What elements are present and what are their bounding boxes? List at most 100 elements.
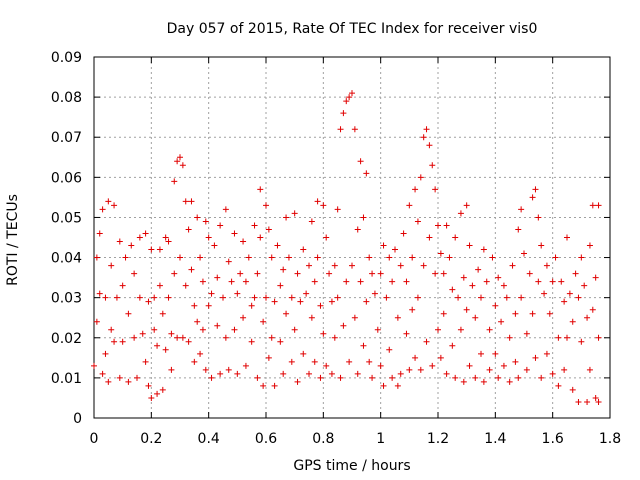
data-point (240, 314, 247, 321)
data-point (503, 294, 510, 301)
data-point (403, 278, 410, 285)
x-tick-label: 0.6 (255, 431, 277, 447)
data-point (426, 142, 433, 149)
data-point (457, 210, 464, 217)
data-point (414, 294, 421, 301)
data-point (351, 126, 358, 133)
data-point (363, 170, 370, 177)
data-point (343, 278, 350, 285)
data-point (205, 302, 212, 309)
data-point (549, 370, 556, 377)
plot-frame (93, 56, 611, 419)
data-point (452, 234, 459, 241)
data-point (489, 254, 496, 261)
data-point (386, 254, 393, 261)
data-point (217, 370, 224, 377)
data-point (214, 274, 221, 281)
data-point (199, 326, 206, 333)
data-point (291, 326, 298, 333)
data-point (437, 250, 444, 257)
x-axis-label: GPS time / hours (293, 458, 410, 474)
x-tick-label: 1.8 (599, 431, 621, 447)
data-point (159, 386, 166, 393)
data-point (280, 370, 287, 377)
data-point (478, 350, 484, 357)
data-point (311, 278, 318, 285)
data-point (506, 378, 513, 385)
data-point (455, 294, 462, 301)
x-tick-label: 0.2 (140, 431, 162, 447)
data-point (268, 254, 275, 261)
data-point (340, 110, 347, 117)
data-point (125, 378, 132, 385)
data-point (265, 226, 272, 233)
data-point (449, 342, 456, 349)
data-point (566, 290, 573, 297)
data-point (248, 302, 255, 309)
data-point (460, 274, 467, 281)
data-point (349, 262, 355, 269)
data-point (478, 294, 484, 301)
data-point (449, 286, 456, 293)
data-point (535, 214, 542, 221)
data-point (119, 282, 126, 289)
data-point (518, 206, 525, 213)
data-point (406, 202, 413, 209)
data-point (154, 390, 161, 397)
y-tick-label: 0.06 (51, 170, 82, 186)
data-point (159, 310, 166, 317)
data-point (162, 346, 169, 353)
data-point (403, 330, 410, 337)
data-point (300, 246, 307, 253)
data-point (93, 318, 100, 325)
data-point (102, 294, 109, 301)
data-point (595, 398, 602, 405)
data-point (317, 374, 324, 381)
data-point (346, 94, 353, 101)
chart-title: Day 057 of 2015, Rate Of TEC Index for r… (167, 21, 538, 37)
data-point (291, 210, 298, 217)
data-point (122, 254, 129, 261)
data-point (515, 226, 522, 233)
y-axis-label: ROTI / TECUs (5, 194, 21, 286)
data-point (417, 366, 424, 373)
data-point (595, 202, 602, 209)
data-point (486, 326, 493, 333)
data-point (435, 222, 441, 229)
data-point (288, 294, 295, 301)
data-point (108, 326, 115, 333)
data-point (165, 294, 172, 301)
data-point (414, 218, 421, 225)
data-point (423, 126, 430, 133)
x-tick-label: 0.8 (312, 431, 334, 447)
data-point (151, 326, 158, 333)
data-point (288, 358, 295, 365)
data-point (182, 198, 189, 205)
y-tick-label: 0.01 (51, 371, 82, 387)
data-point (179, 334, 186, 341)
data-point (569, 386, 576, 393)
data-point (343, 98, 350, 105)
data-point (555, 334, 562, 341)
data-point (202, 366, 209, 373)
data-point (443, 222, 450, 229)
data-point (257, 186, 264, 193)
data-point (492, 302, 499, 309)
data-point (498, 318, 505, 325)
data-point (131, 270, 138, 277)
data-point (584, 314, 591, 321)
data-point (475, 266, 482, 273)
data-point (546, 310, 553, 317)
data-point (231, 326, 238, 333)
data-point (99, 206, 106, 213)
data-point (283, 214, 290, 221)
data-point (483, 278, 490, 285)
data-point (177, 254, 183, 261)
data-point (145, 382, 152, 389)
data-point (392, 246, 398, 253)
data-point (394, 382, 401, 389)
data-point (214, 322, 221, 329)
data-point (380, 242, 387, 249)
data-point (185, 226, 192, 233)
data-point (463, 202, 470, 209)
